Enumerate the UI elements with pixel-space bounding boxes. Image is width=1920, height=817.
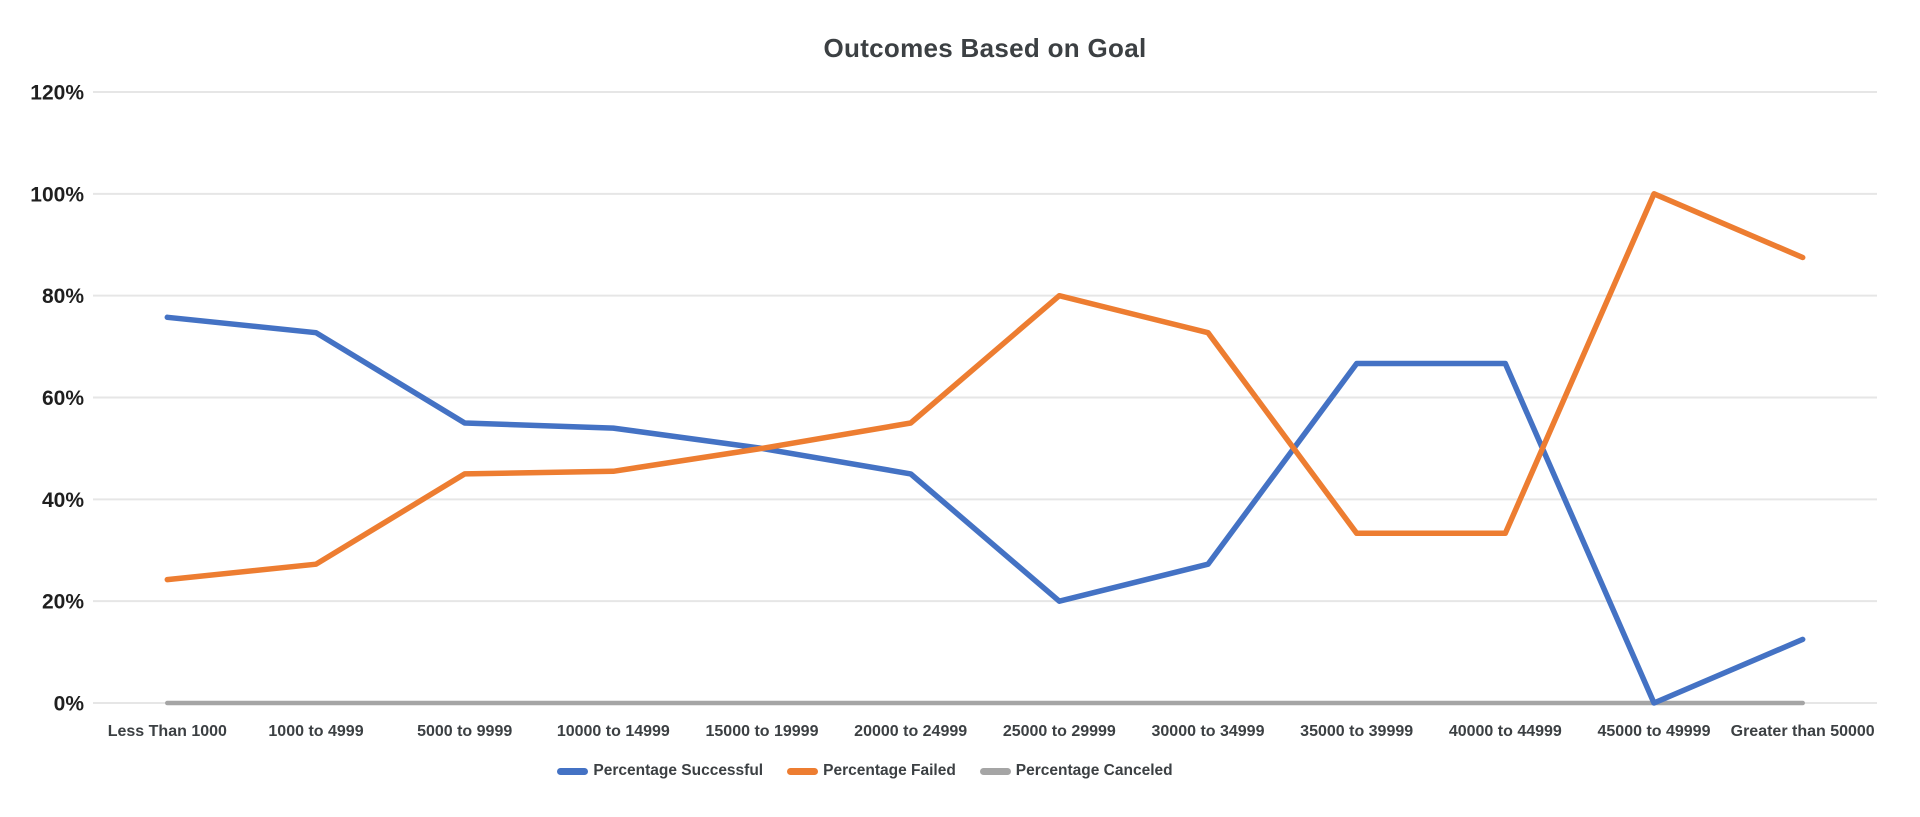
- legend-item-percentage-canceled[interactable]: Percentage Canceled: [979, 762, 1173, 780]
- legend-swatch-successful-icon: [557, 767, 589, 775]
- legend-swatch-failed-icon: [787, 767, 819, 775]
- x-axis-tick-label: 1000 to 4999: [268, 723, 363, 740]
- legend-label-canceled: Percentage Canceled: [1015, 762, 1173, 779]
- series-line-percentage-successful: [164, 314, 1806, 706]
- x-axis-tick-label: 40000 to 44999: [1449, 723, 1562, 740]
- x-axis-tick-label: 5000 to 9999: [417, 723, 512, 740]
- chart-legend: Percentage Successful Percentage Failed …: [0, 758, 1825, 784]
- x-axis-tick-label: 20000 to 24999: [854, 723, 967, 740]
- x-axis-tick-label: 10000 to 14999: [557, 723, 670, 740]
- legend-label-failed: Percentage Failed: [823, 762, 956, 779]
- x-axis-tick-label: Less Than 1000: [108, 723, 227, 740]
- x-axis-tick-label: Greater than 50000: [1731, 723, 1875, 740]
- y-axis-tick-label: 40%: [42, 489, 84, 512]
- y-axis-tick-label: 100%: [30, 183, 84, 206]
- x-axis-tick-label: 35000 to 39999: [1300, 723, 1413, 740]
- y-axis-tick-label: 20%: [42, 591, 84, 614]
- legend-swatch-canceled-icon: [979, 767, 1011, 775]
- chart-title: Outcomes Based on Goal: [823, 33, 1147, 63]
- series-line-percentage-failed: [164, 191, 1806, 583]
- legend-item-percentage-failed[interactable]: Percentage Failed: [787, 762, 956, 780]
- y-axis-tick-label: 80%: [42, 285, 84, 308]
- legend-label-successful: Percentage Successful: [593, 762, 764, 779]
- y-axis-tick-label: 60%: [42, 387, 84, 410]
- x-axis-tick-label: 30000 to 34999: [1152, 723, 1265, 740]
- y-axis-tick-label: 120%: [30, 82, 84, 105]
- legend-item-percentage-successful[interactable]: Percentage Successful: [557, 762, 763, 780]
- x-axis-tick-label: 15000 to 19999: [706, 723, 819, 740]
- y-axis-tick-label: 0%: [54, 693, 85, 716]
- x-axis-tick-label: 25000 to 29999: [1003, 723, 1116, 740]
- x-axis-tick-label: 45000 to 49999: [1598, 723, 1711, 740]
